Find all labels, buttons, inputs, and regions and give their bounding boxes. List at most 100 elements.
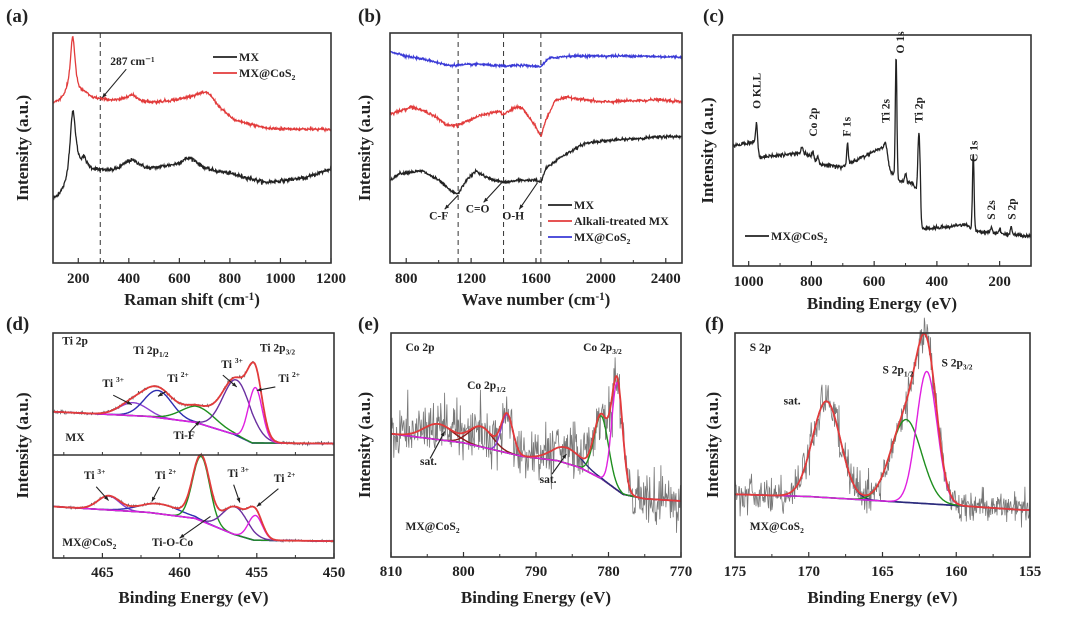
annotation-label: O-H xyxy=(502,210,524,222)
fit-envelope xyxy=(735,332,1030,511)
peak-annotation: Co 2p1/2 xyxy=(467,380,506,394)
peak-annotation: sat. xyxy=(420,456,437,468)
arrow-head xyxy=(440,431,445,437)
arrow-head xyxy=(444,204,450,210)
panel-d: Ti 2p MX Ti 2p1/2 Ti 2p3/2 Ti 3+ Ti 2+ Ti 3+ Ti… xyxy=(6,314,345,607)
arrow-head xyxy=(256,387,262,392)
x-tick-label: 1200 xyxy=(456,271,486,287)
arrow-head xyxy=(562,453,567,459)
legend-label: MX xyxy=(239,50,259,64)
peak-annotation: MX@CoS2 xyxy=(406,521,460,535)
x-tick-label: 175 xyxy=(724,564,747,580)
annotation-label: C=O xyxy=(466,203,490,215)
y-axis-title: Intensity (a.u.) xyxy=(355,392,374,498)
panel-a: 200 400 600 800 1000 1200 (a) Intensity (a.u.) R… xyxy=(6,6,346,309)
panel-c: 1000 800 600 400 200 (c) Binding Energy (eV) In… xyxy=(698,6,1032,313)
x-tick-label: 165 xyxy=(871,564,894,580)
x-tick-label: 455 xyxy=(246,565,269,581)
annotation-arrow xyxy=(101,68,127,99)
x-tick-label: 460 xyxy=(168,565,191,581)
peak-annotation: S 2p xyxy=(750,342,771,354)
plot-frame xyxy=(52,32,332,264)
fit-envelope xyxy=(390,375,681,502)
arrow-head xyxy=(157,392,163,397)
peak-annotation: Ti 3+ xyxy=(227,465,249,480)
y-axis-title: Intensity (a.u.) xyxy=(698,97,717,203)
panel-label: (a) xyxy=(6,6,28,27)
arrow-head xyxy=(231,382,237,387)
annotation-arrow xyxy=(256,488,279,507)
x-tick-label: 800 xyxy=(452,564,475,580)
x-axis-title: Binding Energy (eV) xyxy=(807,294,957,313)
y-axis-title: Intensity (a.u.) xyxy=(13,95,32,201)
annotation-arrow xyxy=(518,182,539,210)
peak-annotation: sat. xyxy=(540,474,557,486)
annotation-label: C-F xyxy=(429,210,448,222)
x-tick-label: 1600 xyxy=(521,271,551,287)
plot-area xyxy=(733,35,1031,266)
peak-label: O 1s xyxy=(895,31,907,54)
plot-area xyxy=(53,333,334,558)
x-tick-label: 200 xyxy=(67,271,90,287)
arrow-head xyxy=(236,497,241,503)
panel-label: (c) xyxy=(703,6,724,27)
peak-annotation: Ti 2p xyxy=(62,335,88,347)
panel-b: 800 1200 1600 2000 2400 (b) Intensity (a.u.) Wa… xyxy=(355,6,683,309)
peak-annotation: Ti 2p3/2 xyxy=(260,343,295,357)
peak-label: Ti 2p xyxy=(914,97,926,123)
fit-envelope xyxy=(53,453,334,542)
panel-label: (e) xyxy=(358,314,379,335)
arrow-head xyxy=(151,496,156,502)
peak-label: C 1s xyxy=(968,140,980,162)
arrow-head xyxy=(126,400,132,405)
x-tick-label: 800 xyxy=(800,274,823,290)
x-tick-label: 1000 xyxy=(265,271,295,287)
x-tick-label: 200 xyxy=(988,274,1011,290)
arrow-head xyxy=(195,421,200,426)
series-line-mxcos xyxy=(732,58,1032,239)
x-tick-label: 800 xyxy=(219,271,242,287)
series-line-mx xyxy=(389,133,683,195)
peak-annotation: Ti 2+ xyxy=(274,470,296,485)
y-axis-title: Intensity (a.u.) xyxy=(703,392,722,498)
fit-envelope xyxy=(53,361,334,445)
peak-annotation: Ti 2+ xyxy=(278,370,300,385)
peak-label: Ti 2s xyxy=(881,98,893,122)
legend-label: Alkali-treated MX xyxy=(574,214,669,228)
x-tick-label: 600 xyxy=(863,274,886,290)
y-axis-title: Intensity (a.u.) xyxy=(13,392,32,498)
x-axis-title: Binding Energy (eV) xyxy=(807,588,957,607)
plot-area xyxy=(53,33,331,263)
x-tick-label: 770 xyxy=(670,564,693,580)
peak-annotation: MX@CoS2 xyxy=(62,537,116,551)
x-tick-label: 790 xyxy=(525,564,548,580)
peak-annotation: Ti-F xyxy=(173,430,195,442)
x-tick-label: 170 xyxy=(798,564,821,580)
arrow-head xyxy=(104,495,109,501)
peak-annotation: Ti-O-Co xyxy=(152,537,194,549)
y-axis-title: Intensity (a.u.) xyxy=(355,95,374,201)
legend-label: MX@CoS2 xyxy=(574,230,631,246)
peak-label: S 2p xyxy=(1007,198,1019,219)
peak-annotation: Ti 2+ xyxy=(167,370,189,385)
x-tick-label: 450 xyxy=(323,565,346,581)
plot-area xyxy=(735,333,1030,557)
peak-annotation: Ti 3+ xyxy=(221,356,243,371)
peak-annotation: Co 2p3/2 xyxy=(583,342,622,356)
x-axis-title: Binding Energy (eV) xyxy=(118,588,268,607)
panel-label: (d) xyxy=(6,314,29,335)
peak-annotation: S 2p1/2 xyxy=(883,364,914,378)
x-axis-title: Raman shift (cm-1) xyxy=(124,290,260,309)
peak-label: O KLL xyxy=(752,72,764,108)
plot-area xyxy=(390,33,682,263)
x-tick-label: 2400 xyxy=(651,271,681,287)
x-tick-label: 465 xyxy=(91,565,114,581)
plot-frame xyxy=(52,332,335,559)
panel-label: (f) xyxy=(705,314,724,335)
x-tick-label: 400 xyxy=(118,271,141,287)
x-tick-label: 810 xyxy=(380,564,403,580)
legend-label: MX@CoS2 xyxy=(771,229,828,245)
annotation-label: 287 cm⁻¹ xyxy=(110,56,154,68)
peak-annotation: S 2p3/2 xyxy=(942,358,973,372)
